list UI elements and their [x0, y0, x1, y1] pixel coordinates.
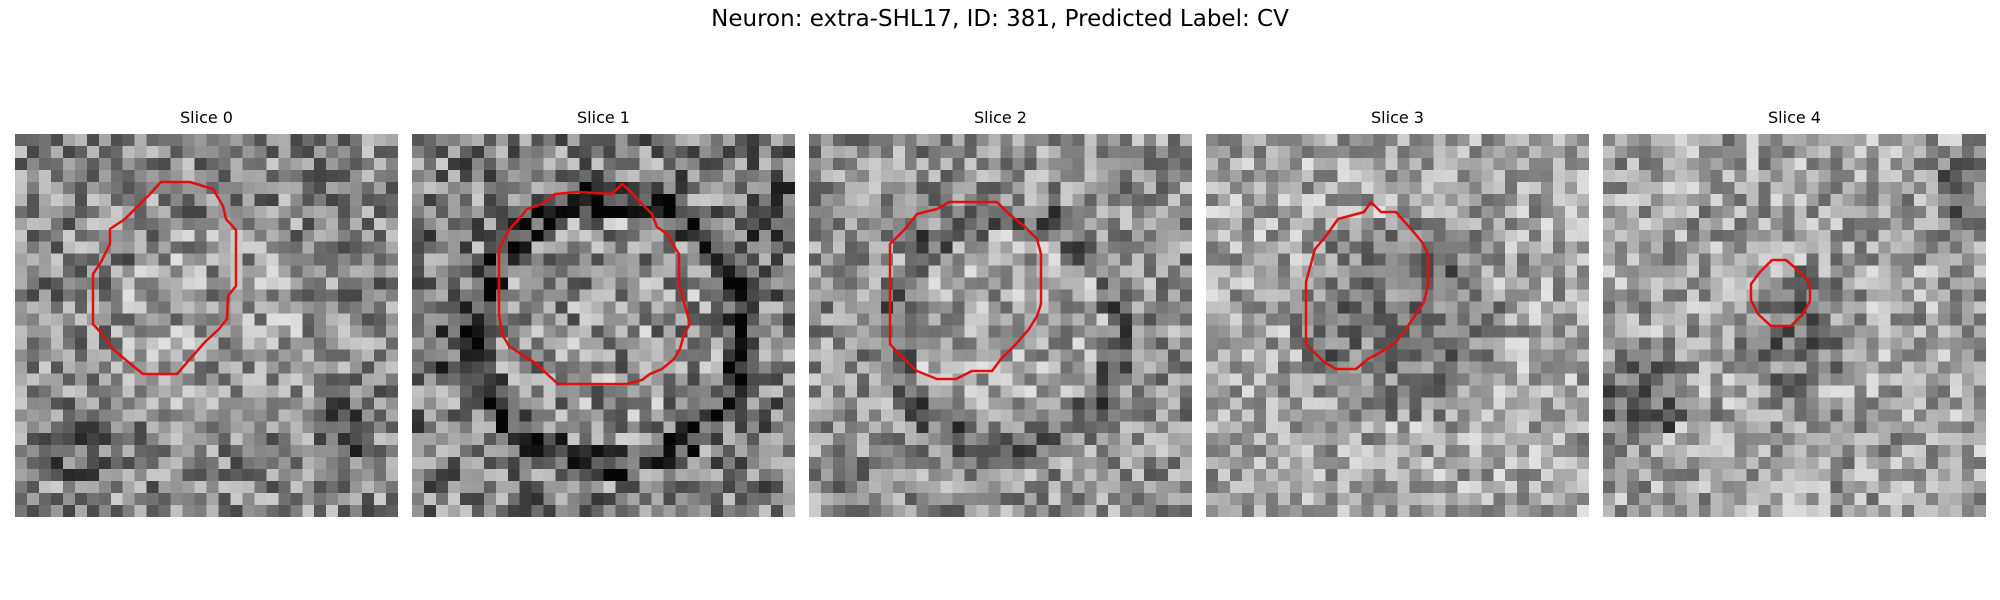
slice-image-0	[15, 134, 398, 517]
slice-title-3: Slice 3	[1206, 108, 1589, 127]
slice-image-3	[1206, 134, 1589, 517]
slice-image-4	[1603, 134, 1986, 517]
slice-title-2: Slice 2	[809, 108, 1192, 127]
slice-title-0: Slice 0	[15, 108, 398, 127]
slice-image-1	[412, 134, 795, 517]
figure-title: Neuron: extra-SHL17, ID: 381, Predicted …	[0, 6, 2000, 32]
slice-title-1: Slice 1	[412, 108, 795, 127]
slice-image-2	[809, 134, 1192, 517]
slice-title-4: Slice 4	[1603, 108, 1986, 127]
